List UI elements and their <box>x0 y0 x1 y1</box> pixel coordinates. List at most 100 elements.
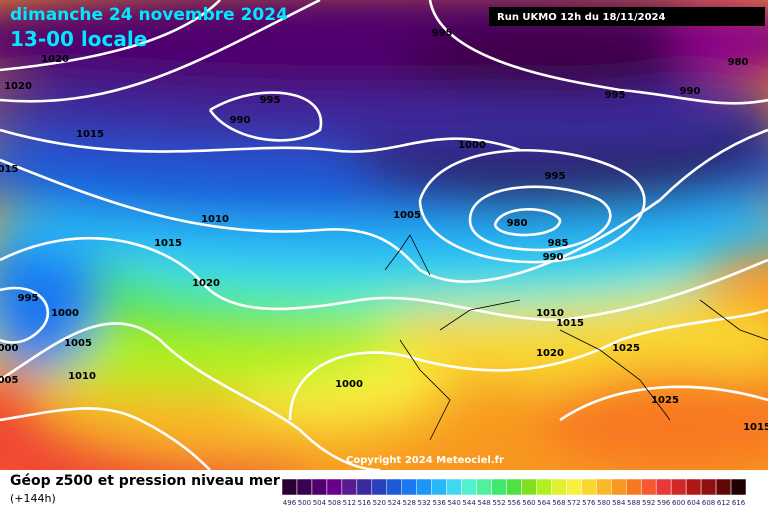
isobar-label: 1015 <box>154 238 182 249</box>
scale-cell <box>640 478 657 496</box>
scale-label: 560 <box>522 499 535 507</box>
scale-label: 612 <box>717 499 730 507</box>
scale-cell <box>491 478 507 496</box>
scale-label: 540 <box>447 499 460 507</box>
scale-label: 516 <box>358 499 372 507</box>
scale-cell <box>730 478 747 496</box>
scale-cell <box>446 478 462 496</box>
isobar-label: 985 <box>548 238 569 249</box>
scale-cell <box>566 478 582 496</box>
isobar-label: 1020 <box>4 81 32 92</box>
isobar-label: 015 <box>0 164 18 175</box>
scale-label: 616 <box>732 499 746 507</box>
isobar-label: 995 <box>545 171 566 182</box>
isobar-label: 1005 <box>393 210 421 221</box>
scale-cell <box>700 478 717 496</box>
scale-cell <box>626 478 642 496</box>
isobar-label: 980 <box>507 218 528 229</box>
isobar-label: 1020 <box>41 54 69 65</box>
scale-label: 532 <box>418 499 431 507</box>
scale-cell <box>386 478 402 496</box>
scale-cell <box>476 478 492 496</box>
scale-cell <box>581 478 597 496</box>
scale-label: 528 <box>403 499 416 507</box>
scale-label: 572 <box>567 499 580 507</box>
isobar-label: 1015 <box>743 422 768 433</box>
scale-cell <box>401 478 417 496</box>
isobar-label: 1000 <box>458 140 486 151</box>
isobar-label: 1010 <box>536 308 564 319</box>
scale-label: 564 <box>537 499 551 507</box>
scale-cell <box>685 478 702 496</box>
isobar-label: 995 <box>18 293 39 304</box>
isobar-label: 1005 <box>64 338 92 349</box>
isobar-label: 1020 <box>536 348 564 359</box>
isobar-label: 000 <box>0 343 18 354</box>
map-title: dimanche 24 novembre 2024 <box>10 5 288 25</box>
scale-cell <box>655 478 672 496</box>
scale-cell <box>326 478 343 496</box>
isobar-label: 1000 <box>51 308 79 319</box>
scale-label: 544 <box>462 499 476 507</box>
scale-label: 500 <box>298 499 311 507</box>
scale-cell <box>670 478 687 496</box>
scale-label: 524 <box>388 499 402 507</box>
isobar-label: 995 <box>605 90 626 101</box>
scale-cell <box>281 478 298 496</box>
scale-label: 584 <box>612 499 626 507</box>
scale-cell <box>356 478 373 496</box>
scale-cell <box>431 478 447 496</box>
scale-cell <box>461 478 477 496</box>
scale-cell <box>551 478 567 496</box>
scale-cell <box>371 478 388 496</box>
isobar-label: 995 <box>432 28 453 39</box>
scale-label: 496 <box>283 499 297 507</box>
scale-label: 592 <box>642 499 655 507</box>
scale-cell <box>611 478 627 496</box>
scale-label: 504 <box>313 499 327 507</box>
scale-cell <box>506 478 522 496</box>
scale-cell <box>311 478 328 496</box>
scale-cell <box>715 478 732 496</box>
scale-label: 588 <box>627 499 640 507</box>
scale-label: 556 <box>507 499 521 507</box>
isobar-label: 1010 <box>68 371 96 382</box>
scale-label: 520 <box>373 499 386 507</box>
scale-cell <box>416 478 432 496</box>
scale-label: 552 <box>492 499 505 507</box>
isobar-label: 990 <box>230 115 251 126</box>
scale-cell <box>596 478 612 496</box>
isobar-label: 995 <box>260 95 281 106</box>
scale-label: 604 <box>687 499 701 507</box>
scale-cell <box>341 478 358 496</box>
scale-cell <box>521 478 537 496</box>
legend-lead: (+144h) <box>10 492 56 505</box>
scale-label: 568 <box>552 499 565 507</box>
scale-label: 508 <box>328 499 341 507</box>
map-subtitle: 13-00 locale <box>10 27 147 51</box>
isobar-label: 990 <box>543 252 564 263</box>
isobar-label: 990 <box>680 86 701 97</box>
scale-label: 600 <box>672 499 685 507</box>
scale-cell <box>296 478 313 496</box>
scale-label: 580 <box>597 499 610 507</box>
run-label: Run UKMO 12h du 18/11/2024 <box>497 12 666 23</box>
isobar-label: 1025 <box>651 395 679 406</box>
isobar-label: 1025 <box>612 343 640 354</box>
isobar-label: 005 <box>0 375 18 386</box>
scale-label: 576 <box>582 499 596 507</box>
scale-label: 608 <box>702 499 715 507</box>
isobar-label: 980 <box>728 57 749 68</box>
isobar-label: 1000 <box>335 379 363 390</box>
legend-title: Géop z500 et pression niveau mer <box>10 473 280 489</box>
isobar-label: 1010 <box>201 214 229 225</box>
scale-cell <box>536 478 552 496</box>
scale-label: 536 <box>432 499 446 507</box>
isobar-label: 1015 <box>556 318 584 329</box>
copyright: Copyright 2024 Meteociel.fr <box>346 455 504 466</box>
scale-label: 548 <box>477 499 490 507</box>
scale-label: 596 <box>657 499 671 507</box>
isobar-label: 1020 <box>192 278 220 289</box>
